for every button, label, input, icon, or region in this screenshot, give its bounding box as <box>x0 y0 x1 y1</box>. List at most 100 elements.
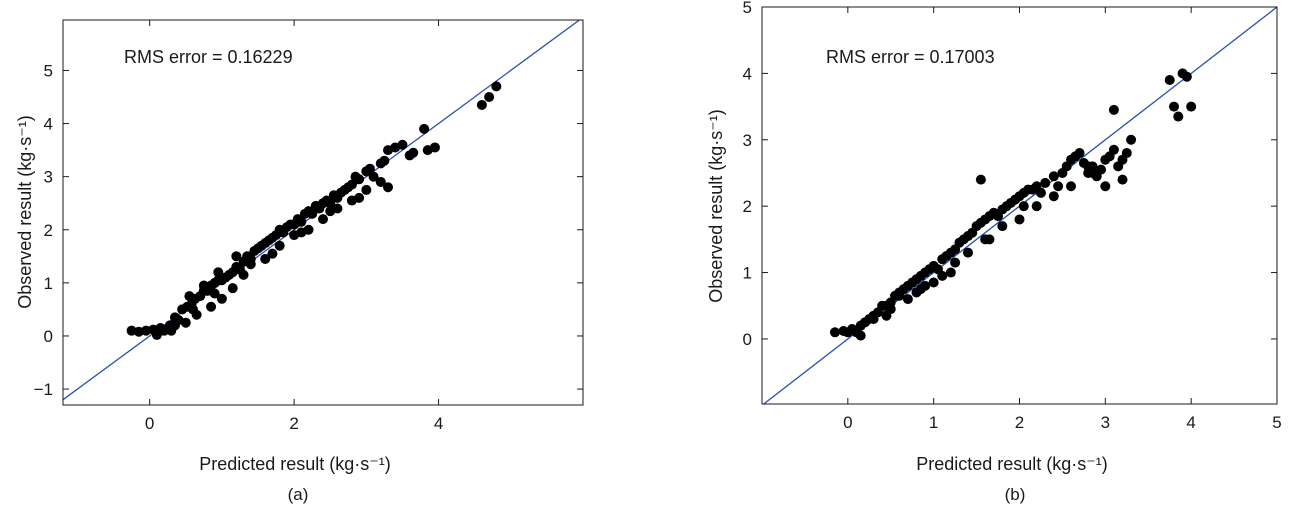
data-point <box>206 301 217 312</box>
panel-label: (b) <box>1005 485 1026 504</box>
x-tick-label: 4 <box>434 414 443 433</box>
data-point <box>1126 134 1137 145</box>
data-point <box>1096 164 1107 175</box>
x-axis-title: Predicted result (kg·s⁻¹) <box>199 454 391 474</box>
data-point <box>915 284 926 295</box>
data-point <box>354 174 365 185</box>
data-point <box>1173 111 1184 122</box>
panel-b: RMS error = 0.17003 Predicted result (kg… <box>706 0 1282 504</box>
data-point <box>184 291 195 302</box>
data-point <box>209 288 220 299</box>
scatter-points <box>829 68 1197 341</box>
data-point <box>1074 148 1085 159</box>
data-point <box>1169 101 1179 112</box>
data-point <box>945 267 956 278</box>
x-tick-label: 1 <box>929 413 938 432</box>
y-axis-title: Observed result (kg·s⁻¹) <box>15 115 35 309</box>
y-tick-label: 3 <box>743 131 752 150</box>
data-point <box>397 139 408 150</box>
data-point <box>364 163 375 174</box>
x-tick-label: 3 <box>1101 413 1110 432</box>
data-point <box>937 270 948 281</box>
scatter-points <box>126 81 502 340</box>
y-tick-label: 0 <box>44 327 53 346</box>
data-point <box>346 179 357 190</box>
data-point <box>408 147 419 158</box>
data-point <box>1048 171 1059 182</box>
data-point <box>975 174 986 185</box>
data-point <box>1186 101 1197 112</box>
data-point <box>476 99 487 110</box>
data-point <box>296 216 307 227</box>
data-point <box>829 327 840 338</box>
data-point <box>963 247 973 258</box>
data-point <box>260 253 271 264</box>
data-point <box>267 248 278 259</box>
data-point <box>855 330 866 341</box>
rms-annotation: RMS error = 0.17003 <box>826 47 995 67</box>
x-tick-label: 0 <box>145 414 154 433</box>
y-tick-label: 3 <box>44 168 53 187</box>
y-tick-label: −1 <box>34 380 53 399</box>
y-tick-label: 5 <box>743 0 752 17</box>
data-point <box>950 257 961 268</box>
panel-label: (a) <box>288 485 309 504</box>
data-point <box>984 234 995 245</box>
rms-annotation: RMS error = 0.16229 <box>124 47 293 67</box>
y-axis-title: Observed result (kg·s⁻¹) <box>706 109 726 303</box>
x-tick-label: 2 <box>289 414 298 433</box>
data-point <box>1048 191 1059 202</box>
data-point <box>491 81 502 92</box>
data-point <box>198 280 209 291</box>
data-point <box>1035 187 1046 198</box>
data-point <box>928 277 939 288</box>
y-tick-label: 4 <box>44 115 53 134</box>
data-point <box>245 259 256 270</box>
data-point <box>1053 181 1064 192</box>
data-point <box>1108 104 1119 115</box>
data-point <box>484 92 495 102</box>
data-point <box>188 304 198 315</box>
x-tick-label: 4 <box>1186 413 1195 432</box>
data-point <box>361 184 372 195</box>
data-point <box>1181 71 1192 82</box>
data-point <box>1066 181 1076 192</box>
y-tick-label: 0 <box>743 330 752 349</box>
data-point <box>325 198 336 209</box>
data-point <box>375 176 386 187</box>
data-point <box>180 317 191 328</box>
y-tick-label: 1 <box>44 274 53 293</box>
x-tick-label: 0 <box>843 413 852 432</box>
data-point <box>216 293 227 304</box>
y-tick-label: 2 <box>743 197 752 216</box>
x-axis-title: Predicted result (kg·s⁻¹) <box>916 454 1108 474</box>
x-tick-label: 5 <box>1272 413 1281 432</box>
data-point <box>379 155 390 166</box>
data-point <box>169 320 180 331</box>
data-point <box>419 123 430 134</box>
data-point <box>997 221 1008 232</box>
data-point <box>1040 177 1051 188</box>
y-tick-label: 4 <box>743 64 752 83</box>
x-tick-label: 2 <box>1015 413 1024 432</box>
data-point <box>1031 201 1042 212</box>
axes-frame <box>62 19 584 406</box>
data-point <box>429 142 440 153</box>
data-point <box>227 283 238 294</box>
y-tick-label: 1 <box>743 264 752 283</box>
data-point <box>894 290 905 301</box>
data-point <box>325 206 336 217</box>
data-point <box>307 208 318 219</box>
y-tick-label: 2 <box>44 221 53 240</box>
data-point <box>1108 144 1119 155</box>
data-point <box>902 294 913 305</box>
data-point <box>274 240 285 251</box>
panel-a: RMS error = 0.16229 Predicted result (kg… <box>15 19 584 504</box>
data-point <box>354 192 365 203</box>
y-tick-label: 5 <box>44 61 53 80</box>
data-point <box>1100 181 1111 192</box>
data-point <box>383 182 393 193</box>
data-point <box>1014 214 1025 225</box>
